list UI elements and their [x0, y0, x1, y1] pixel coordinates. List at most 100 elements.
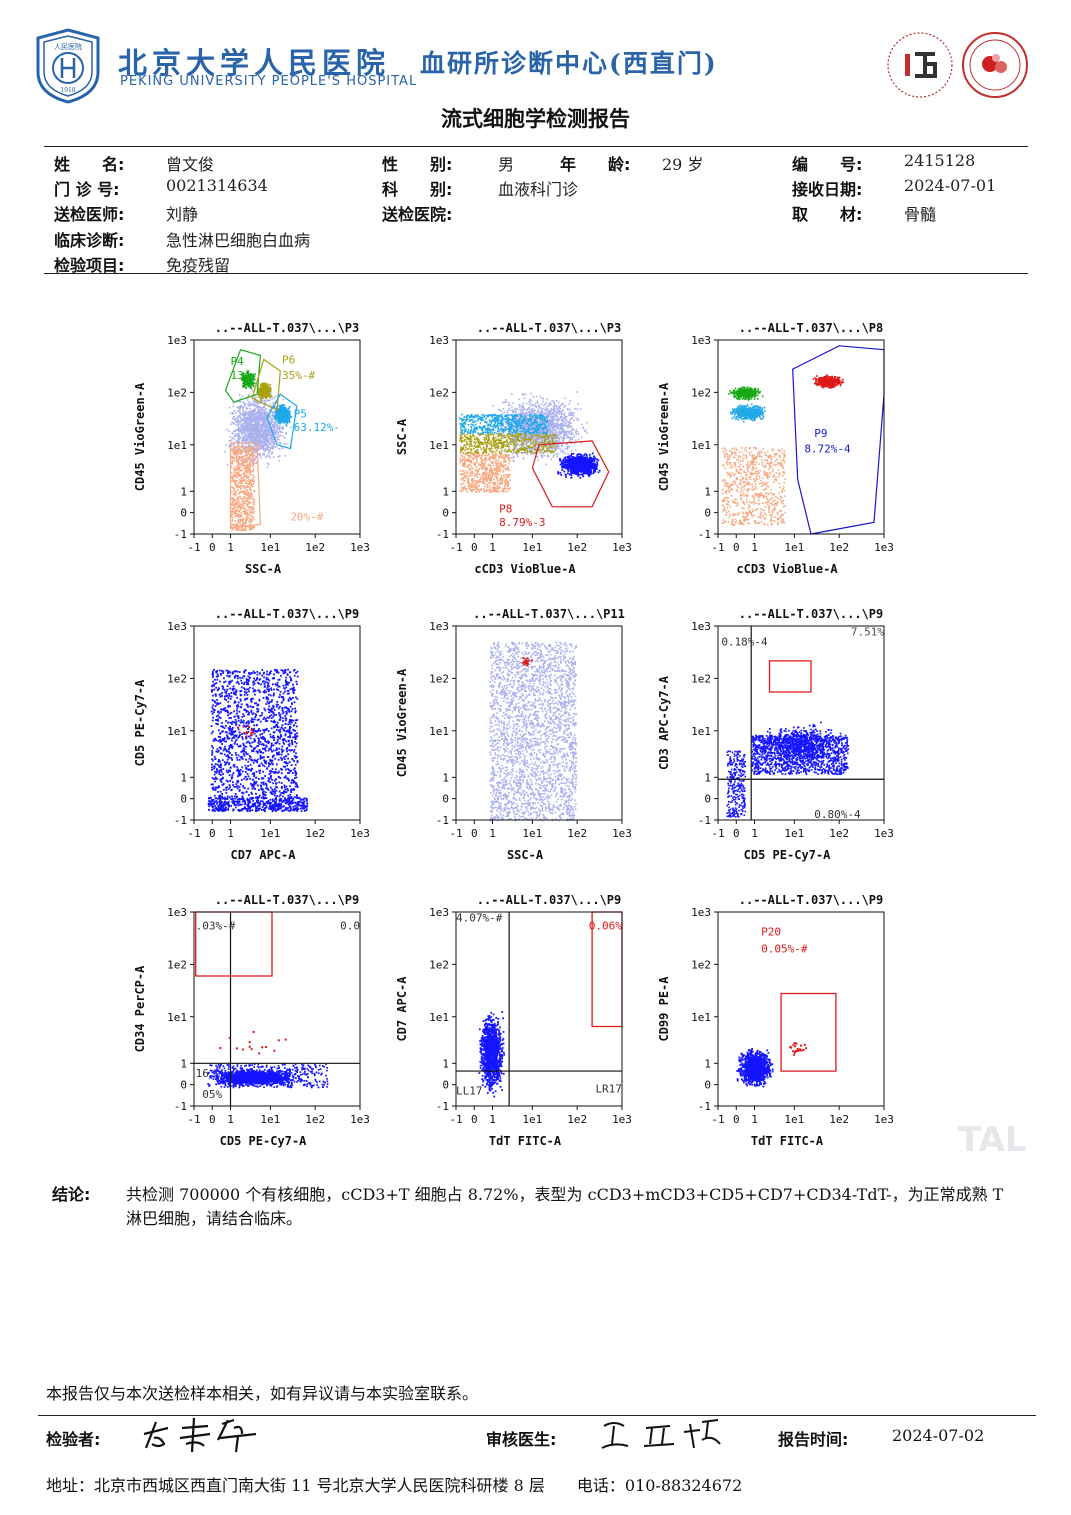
- gate-p5-label: P5: [294, 408, 307, 421]
- send-hospital-label: 送检医院:: [382, 201, 452, 225]
- y-tick-label: 1: [180, 771, 187, 784]
- x-tick-label: 1e1: [260, 1113, 280, 1126]
- gate-lymph: [229, 442, 262, 529]
- events-red: [521, 656, 534, 667]
- x-tick-label: 1: [227, 827, 234, 840]
- plot-frame: [455, 625, 623, 821]
- patient-name: 曾文俊: [166, 151, 214, 175]
- gate-cd3: [768, 660, 812, 693]
- events-olive: [459, 433, 557, 454]
- gate-p9-value: 8.72%-4: [804, 443, 851, 456]
- x-tick-label: 0: [733, 827, 740, 840]
- events-olive: [256, 382, 273, 401]
- x-tick-label: 1e1: [522, 827, 542, 840]
- gate-p20-value: 0.05%-#: [761, 943, 808, 956]
- plot-title: ..--ALL-T.037\...\P9: [215, 893, 360, 907]
- report-time-label: 报告时间:: [778, 1426, 848, 1450]
- events-red: [812, 374, 845, 389]
- y-tick-label: 1e1: [691, 1011, 711, 1024]
- plot-events: 4.07%-# 0.06% LL17 LR17: [456, 911, 623, 1106]
- x-tick-label: 1e3: [874, 1113, 894, 1126]
- x-tick-label: 0: [209, 541, 216, 554]
- x-tick-label: 0: [209, 1113, 216, 1126]
- x-tick-label: 1e3: [612, 541, 632, 554]
- x-tick-label: 1: [489, 827, 496, 840]
- y-tick-label: 1: [442, 1057, 449, 1070]
- department: 血液科门诊: [498, 176, 578, 200]
- report-id: 2415128: [904, 151, 975, 170]
- id-label: 编 号:: [792, 151, 862, 175]
- flow-plot-1: ..--ALL-T.037\...\P3 P4 13 P6 35%-# P5 63.12%-…: [132, 318, 382, 592]
- events-blue: [557, 452, 601, 479]
- footer-divider: [38, 1415, 1036, 1416]
- quad-ur-value: 7.51%: [851, 626, 884, 639]
- name-label: 姓 名:: [54, 151, 124, 175]
- x-tick-label: -1: [187, 541, 200, 554]
- conclusion: 结论: 共检测 700000 个有核细胞，cCD3+T 细胞占 8.72%，表型…: [52, 1183, 1012, 1231]
- y-tick-label: 1e2: [691, 958, 711, 971]
- y-tick-label: 1: [704, 1057, 711, 1070]
- y-tick-label: 1e1: [691, 725, 711, 738]
- recv-date-label: 接收日期:: [792, 176, 862, 200]
- x-tick-label: 1e2: [567, 541, 587, 554]
- y-tick-label: 1e2: [167, 672, 187, 685]
- background-watermark: TAL: [958, 1120, 1027, 1160]
- events-blue-spread: [752, 721, 843, 764]
- y-tick-label: 1e2: [429, 386, 449, 399]
- reviewer-signature: [598, 1414, 728, 1454]
- quad-ur-value: 0.06%: [589, 919, 622, 932]
- gate-p8-value: 8.79%-3: [499, 516, 545, 529]
- conclusion-label: 结论:: [52, 1183, 126, 1231]
- x-axis-label: cCD3 VioBlue-A: [474, 562, 576, 576]
- examiner-signature: [138, 1414, 268, 1454]
- y-axis-label: CD3 APC-Cy7-A: [657, 675, 671, 770]
- disclaimer: 本报告仅与本次送检样本相关，如有异议请与本实验室联系。: [46, 1380, 478, 1404]
- x-tick-label: 1e1: [260, 827, 280, 840]
- y-tick-label: 1: [180, 485, 187, 498]
- y-tick-label: 0: [442, 1079, 449, 1092]
- diagnosis: 急性淋巴细胞白血病: [166, 227, 310, 251]
- patient-divider: [44, 273, 1028, 274]
- x-axis-label: SSC-A: [507, 848, 544, 862]
- dept-label: 科 别:: [382, 176, 452, 200]
- doctor-name: 刘静: [166, 201, 198, 225]
- y-tick-label: 1: [442, 485, 449, 498]
- x-tick-label: 1e2: [305, 827, 325, 840]
- y-tick-label: -1: [698, 814, 711, 827]
- x-tick-label: 1e1: [784, 827, 804, 840]
- sex-label: 性 别:: [382, 151, 452, 175]
- institute-logo: [885, 30, 955, 100]
- recv-date: 2024-07-01: [904, 176, 996, 195]
- x-tick-label: 0: [733, 1113, 740, 1126]
- flow-plot-7: ..--ALL-T.037\...\P9.03%-# 0.0 16 05% -1 -1 0 0…: [132, 890, 382, 1164]
- x-tick-label: 1e1: [784, 541, 804, 554]
- gate-p9: [792, 345, 885, 535]
- quad-ul-value: .03%-#: [196, 919, 236, 932]
- flow-plot-3: ..--ALL-T.037\...\P8 P9 8.72%-4 -1 -1 0 0 1 1 1e1…: [656, 318, 906, 592]
- plot-events: [207, 668, 309, 813]
- gate-p5-value: 63.12%-: [294, 421, 340, 434]
- clinic-label: 门 诊 号:: [54, 176, 120, 200]
- y-tick-label: 0: [704, 507, 711, 520]
- conclusion-text: 共检测 700000 个有核细胞，cCD3+T 细胞占 8.72%，表型为 cC…: [126, 1183, 1006, 1231]
- sample-label: 取 材:: [792, 201, 862, 225]
- y-tick-label: 1: [442, 771, 449, 784]
- y-tick-label: 1e3: [429, 620, 449, 633]
- y-tick-label: 1e1: [167, 725, 187, 738]
- svg-text:1918: 1918: [60, 87, 75, 94]
- plot-title: ..--ALL-T.037\...\P3: [477, 321, 622, 335]
- gate-p20-label: P20: [761, 925, 781, 938]
- test-label: 检验项目:: [54, 252, 124, 276]
- examiner-label: 检验者:: [46, 1426, 100, 1450]
- gate-p8: [531, 440, 610, 508]
- events-blue: [736, 1048, 774, 1088]
- svg-text:人民医院: 人民医院: [54, 42, 82, 51]
- events-green: [728, 386, 764, 401]
- gate-p5: [266, 393, 298, 450]
- events-red: [236, 725, 254, 738]
- plot-frame: [717, 625, 885, 821]
- y-tick-label: 1e3: [691, 906, 711, 919]
- x-tick-label: 1e1: [522, 541, 542, 554]
- gate-lymph-value: 20%-#: [290, 510, 323, 523]
- x-tick-label: 1e2: [567, 1113, 587, 1126]
